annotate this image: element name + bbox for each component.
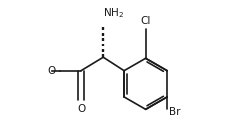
Text: Br: Br bbox=[168, 107, 180, 117]
Text: Cl: Cl bbox=[140, 16, 150, 26]
Text: O: O bbox=[47, 66, 55, 76]
Text: NH$_2$: NH$_2$ bbox=[103, 6, 124, 20]
Text: O: O bbox=[76, 104, 85, 114]
